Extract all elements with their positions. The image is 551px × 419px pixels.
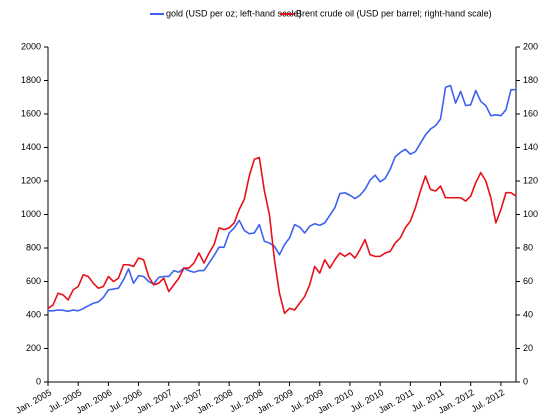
x-tick-label: Jul. 2012 (469, 387, 506, 414)
y-tick-label: 200 (26, 343, 41, 353)
y-tick-label: 1600 (21, 108, 41, 118)
y-tick-label: 1200 (21, 175, 41, 185)
y2-tick-label: 100 (523, 209, 538, 219)
y-tick-label: 600 (26, 276, 41, 286)
y-tick-label: 1400 (21, 142, 41, 152)
y2-tick-label: 80 (523, 242, 533, 252)
y2-tick-label: 0 (523, 376, 528, 386)
y2-tick-label: 120 (523, 175, 538, 185)
y2-tick-label: 40 (523, 309, 533, 319)
x-tick-label: Jan. 2005 (14, 387, 53, 415)
y2-tick-label: 140 (523, 142, 538, 152)
y2-tick-label: 180 (523, 75, 538, 85)
y-tick-label: 400 (26, 309, 41, 319)
y2-tick-label: 20 (523, 343, 533, 353)
y-tick-label: 800 (26, 242, 41, 252)
y-tick-label: 1000 (21, 209, 41, 219)
y2-tick-label: 200 (523, 41, 538, 51)
y-tick-label: 0 (36, 376, 41, 386)
data-line (48, 84, 516, 313)
y2-tick-label: 160 (523, 108, 538, 118)
y2-tick-label: 60 (523, 276, 533, 286)
data-line (47, 156, 517, 315)
legend-label: Brent crude oil (USD per barrel; right-h… (296, 8, 492, 18)
y-tick-label: 1800 (21, 75, 41, 85)
legend-label: gold (USD per oz; left-hand scale) (166, 8, 302, 18)
y-tick-label: 2000 (21, 41, 41, 51)
